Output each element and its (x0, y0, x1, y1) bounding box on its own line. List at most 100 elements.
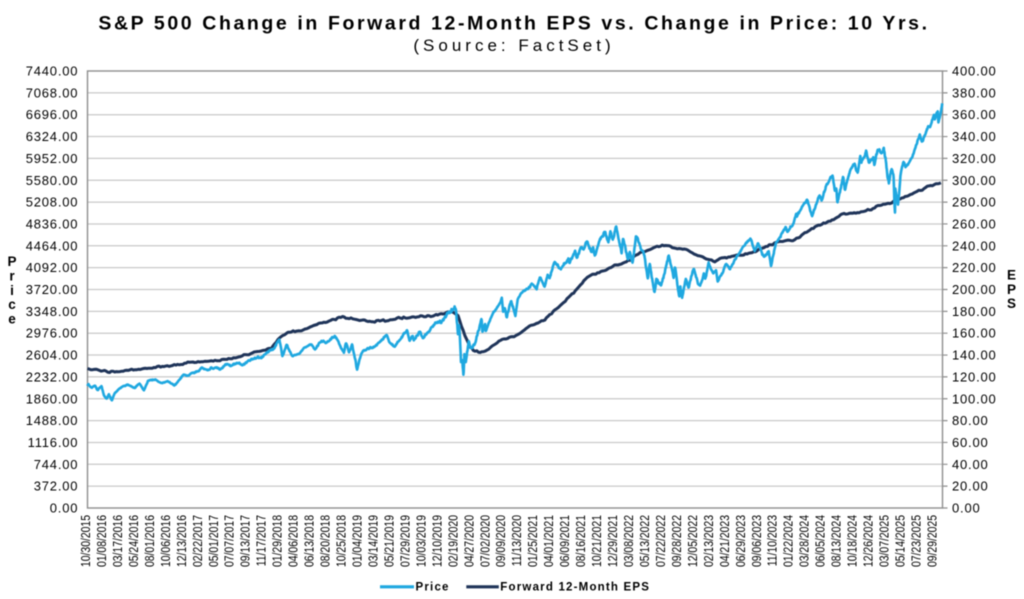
svg-text:180.00: 180.00 (952, 304, 997, 319)
svg-text:e: e (8, 311, 16, 326)
svg-text:07/22/2022: 07/22/2022 (654, 515, 668, 567)
svg-text:0.00: 0.00 (952, 501, 981, 516)
svg-text:09/09/2020: 09/09/2020 (494, 515, 508, 567)
svg-text:140.00: 140.00 (952, 348, 997, 363)
svg-text:12/10/2019: 12/10/2019 (430, 515, 444, 567)
svg-text:80.00: 80.00 (952, 413, 989, 428)
svg-text:100.00: 100.00 (952, 391, 997, 406)
svg-text:04/21/2023: 04/21/2023 (718, 515, 732, 567)
svg-text:04/01/2021: 04/01/2021 (542, 515, 556, 567)
svg-text:07/07/2017: 07/07/2017 (223, 515, 237, 567)
svg-text:(Source: FactSet): (Source: FactSet) (413, 36, 614, 55)
svg-text:06/29/2023: 06/29/2023 (734, 515, 748, 567)
svg-text:12/29/2021: 12/29/2021 (606, 515, 620, 567)
svg-text:400.00: 400.00 (952, 64, 997, 79)
svg-text:5952.00: 5952.00 (26, 151, 79, 166)
svg-text:Price: Price (416, 582, 450, 594)
svg-text:07/02/2020: 07/02/2020 (478, 515, 492, 567)
svg-text:r: r (9, 269, 15, 284)
svg-text:c: c (8, 297, 16, 312)
svg-text:09/28/2022: 09/28/2022 (670, 515, 684, 567)
svg-text:11/10/2023: 11/10/2023 (766, 515, 780, 567)
svg-text:280.00: 280.00 (952, 195, 997, 210)
svg-text:05/14/2025: 05/14/2025 (893, 515, 907, 567)
svg-text:01/25/2021: 01/25/2021 (526, 515, 540, 567)
svg-text:03/14/2019: 03/14/2019 (366, 515, 380, 567)
svg-text:09/29/2025: 09/29/2025 (925, 515, 939, 567)
svg-text:04/27/2020: 04/27/2020 (462, 515, 476, 567)
svg-text:i: i (10, 283, 14, 298)
svg-text:07/23/2025: 07/23/2025 (909, 515, 923, 567)
svg-text:06/13/2018: 06/13/2018 (303, 515, 317, 567)
svg-text:12/26/2024: 12/26/2024 (862, 515, 876, 567)
svg-text:2976.00: 2976.00 (26, 326, 79, 341)
svg-text:40.00: 40.00 (952, 457, 989, 472)
svg-text:380.00: 380.00 (952, 85, 997, 100)
svg-text:02/19/2020: 02/19/2020 (446, 515, 460, 567)
svg-text:10/03/2019: 10/03/2019 (414, 515, 428, 567)
svg-text:08/20/2018: 08/20/2018 (319, 515, 333, 567)
svg-text:4092.00: 4092.00 (26, 260, 79, 275)
svg-text:0.00: 0.00 (50, 501, 79, 516)
svg-text:340.00: 340.00 (952, 129, 997, 144)
svg-text:03/07/2025: 03/07/2025 (878, 515, 892, 567)
svg-text:2604.00: 2604.00 (26, 348, 79, 363)
svg-text:03/28/2024: 03/28/2024 (798, 515, 812, 567)
svg-text:06/09/2021: 06/09/2021 (558, 515, 572, 567)
svg-text:7068.00: 7068.00 (26, 85, 79, 100)
svg-text:4464.00: 4464.00 (26, 238, 79, 253)
svg-text:744.00: 744.00 (34, 457, 79, 472)
svg-text:P: P (1007, 282, 1016, 297)
svg-text:08/16/2021: 08/16/2021 (574, 515, 588, 567)
svg-text:10/18/2024: 10/18/2024 (846, 515, 860, 567)
svg-text:05/24/2016: 05/24/2016 (127, 515, 141, 567)
svg-text:6696.00: 6696.00 (26, 107, 79, 122)
svg-text:05/21/2019: 05/21/2019 (382, 515, 396, 567)
svg-text:360.00: 360.00 (952, 107, 997, 122)
svg-text:04/06/2018: 04/06/2018 (287, 515, 301, 567)
svg-text:10/30/2015: 10/30/2015 (79, 515, 93, 567)
svg-text:01/04/2019: 01/04/2019 (350, 515, 364, 567)
svg-text:08/13/2024: 08/13/2024 (830, 515, 844, 567)
svg-text:3348.00: 3348.00 (26, 304, 79, 319)
svg-text:120.00: 120.00 (952, 369, 997, 384)
svg-text:300.00: 300.00 (952, 173, 997, 188)
svg-text:06/05/2024: 06/05/2024 (814, 515, 828, 567)
svg-text:7440.00: 7440.00 (26, 64, 79, 79)
svg-text:60.00: 60.00 (952, 435, 989, 450)
svg-text:02/22/2017: 02/22/2017 (191, 515, 205, 567)
svg-text:12/05/2022: 12/05/2022 (686, 515, 700, 567)
svg-text:07/29/2019: 07/29/2019 (398, 515, 412, 567)
svg-text:05/01/2017: 05/01/2017 (207, 515, 221, 567)
svg-text:10/21/2021: 10/21/2021 (590, 515, 604, 567)
svg-text:10/06/2016: 10/06/2016 (159, 515, 173, 567)
svg-text:1116.00: 1116.00 (28, 435, 79, 450)
svg-text:05/13/2022: 05/13/2022 (638, 515, 652, 567)
svg-text:11/13/2020: 11/13/2020 (510, 515, 524, 567)
svg-text:Forward 12-Month EPS: Forward 12-Month EPS (500, 582, 650, 594)
svg-text:3720.00: 3720.00 (26, 282, 79, 297)
svg-text:02/13/2023: 02/13/2023 (702, 515, 716, 567)
svg-text:12/13/2016: 12/13/2016 (175, 515, 189, 567)
svg-text:5208.00: 5208.00 (26, 195, 79, 210)
svg-text:09/06/2023: 09/06/2023 (750, 515, 764, 567)
svg-text:01/29/2018: 01/29/2018 (271, 515, 285, 567)
svg-text:6324.00: 6324.00 (26, 129, 79, 144)
svg-text:160.00: 160.00 (952, 326, 997, 341)
svg-text:11/17/2017: 11/17/2017 (255, 515, 269, 566)
svg-text:E: E (1007, 268, 1016, 283)
svg-text:08/01/2016: 08/01/2016 (143, 515, 157, 567)
svg-text:P: P (7, 254, 16, 269)
svg-text:01/22/2024: 01/22/2024 (782, 515, 796, 567)
svg-text:03/08/2022: 03/08/2022 (622, 515, 636, 567)
svg-text:03/17/2016: 03/17/2016 (111, 515, 125, 567)
svg-text:372.00: 372.00 (34, 479, 79, 494)
svg-text:S: S (1007, 296, 1016, 311)
svg-text:4836.00: 4836.00 (26, 216, 79, 231)
svg-text:01/08/2016: 01/08/2016 (95, 515, 109, 567)
svg-text:240.00: 240.00 (952, 238, 997, 253)
svg-text:220.00: 220.00 (952, 260, 997, 275)
svg-text:2232.00: 2232.00 (26, 369, 79, 384)
svg-text:260.00: 260.00 (952, 216, 997, 231)
svg-text:20.00: 20.00 (952, 479, 989, 494)
